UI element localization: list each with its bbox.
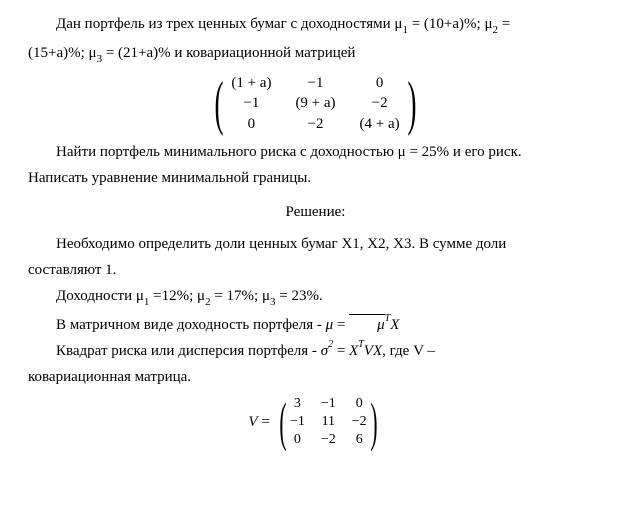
matrix-row: (1 + a) −1 0 — [219, 73, 411, 93]
portfolio-return-formula: В матричном виде доходность портфеля - μ… — [28, 313, 603, 337]
text-segment: = (10+a)%; μ — [408, 16, 493, 32]
text-segment: Решение: — [286, 204, 346, 220]
problem-statement-line2: (15+a)%; μ3 = (21+a)% и ковариационной м… — [28, 41, 603, 68]
matrix-cell: 0 — [348, 73, 412, 93]
task-description-line1: Найти портфель минимального риска с дохо… — [28, 140, 603, 164]
left-paren-icon: ( — [215, 73, 224, 134]
equals-sign: = — [333, 343, 349, 359]
matrix-body: (1 + a) −1 0 −1 (9 + a) −2 0 −2 (4 + a) — [219, 73, 411, 134]
text-segment: Найти портфель минимального риска с дохо… — [56, 144, 522, 160]
matrix-cell: (9 + a) — [283, 93, 347, 113]
covariance-matrix-symbolic: ( (1 + a) −1 0 −1 (9 + a) −2 0 −2 (4 + a… — [28, 73, 603, 134]
matrix-cell: (1 + a) — [219, 73, 283, 93]
matrix-row: 0 −2 (4 + a) — [219, 114, 411, 134]
matrix-container: ( 3 −1 0 −1 11 −2 0 −2 — [274, 395, 383, 450]
subscript: 3 — [270, 296, 276, 308]
matrix-cell: −2 — [313, 431, 344, 449]
v-equals-matrix: V = ( 3 −1 0 −1 11 −2 0 — [248, 395, 382, 450]
matrix-cell: −2 — [283, 114, 347, 134]
v-symbol: V — [248, 410, 257, 434]
text-segment: Написать уравнение минимальной границы. — [28, 170, 311, 186]
matrix-table: 3 −1 0 −1 11 −2 0 −2 6 — [282, 395, 375, 450]
variance-formula-line1: Квадрат риска или дисперсия портфеля - σ… — [28, 339, 603, 363]
text-segment: = 17%; μ — [211, 288, 270, 304]
mu-symbol: μ — [326, 317, 334, 333]
matrix-row: 0 −2 6 — [282, 431, 375, 449]
matrix-table: (1 + a) −1 0 −1 (9 + a) −2 0 −2 (4 + a) — [219, 73, 411, 134]
covariance-matrix-numeric: V = ( 3 −1 0 −1 11 −2 0 — [28, 395, 603, 450]
matrix-row: −1 (9 + a) −2 — [219, 93, 411, 113]
x-symbol: X — [373, 343, 382, 359]
left-paren-icon: ( — [279, 395, 286, 450]
matrix-cell: 11 — [313, 413, 344, 431]
matrix-row: 3 −1 0 — [282, 395, 375, 413]
text-segment: , где V – — [382, 343, 435, 359]
subscript: 3 — [97, 53, 103, 65]
matrix-cell: 0 — [219, 114, 283, 134]
transpose-superscript: T — [358, 339, 364, 350]
subscript: 2 — [205, 296, 211, 308]
text-segment: (15+a)%; μ — [28, 45, 97, 61]
variance-formula-line2: ковариационная матрица. — [28, 365, 603, 389]
subscript: 1 — [144, 296, 150, 308]
mu-bar-symbol: μ — [349, 313, 385, 337]
matrix-container: ( (1 + a) −1 0 −1 (9 + a) −2 0 −2 (4 + a… — [209, 73, 421, 134]
text-segment: = — [498, 16, 510, 32]
transpose-superscript: T — [385, 313, 391, 324]
problem-statement-line1: Дан портфель из трех ценных бумаг с дохо… — [28, 12, 603, 39]
subscript: 1 — [402, 24, 408, 36]
matrix-cell: −1 — [219, 93, 283, 113]
text-segment: = 23%. — [276, 288, 323, 304]
matrix-cell: −2 — [348, 93, 412, 113]
text-segment: Необходимо определить доли ценных бумаг … — [56, 236, 506, 252]
x-symbol: X — [349, 343, 358, 359]
equals-sign: = — [262, 410, 270, 434]
text-segment: В матричном виде доходность портфеля - — [56, 317, 326, 333]
square-superscript: 2 — [328, 339, 333, 350]
matrix-cell: −1 — [313, 395, 344, 413]
right-paren-icon: ) — [407, 73, 416, 134]
solution-header: Решение: — [28, 200, 603, 224]
matrix-cell: −1 — [283, 73, 347, 93]
yields-values: Доходности μ1 =12%; μ2 = 17%; μ3 = 23%. — [28, 284, 603, 311]
task-description-line2: Написать уравнение минимальной границы. — [28, 166, 603, 190]
right-paren-icon: ) — [370, 395, 377, 450]
text-segment: Дан портфель из трех ценных бумаг с дохо… — [56, 16, 402, 32]
x-symbol: X — [390, 317, 399, 333]
equals-sign: = — [333, 317, 349, 333]
matrix-cell: (4 + a) — [348, 114, 412, 134]
matrix-body: 3 −1 0 −1 11 −2 0 −2 6 — [282, 395, 375, 450]
solution-p1-line1: Необходимо определить доли ценных бумаг … — [28, 232, 603, 256]
text-segment: =12%; μ — [149, 288, 205, 304]
text-segment: ковариационная матрица. — [28, 369, 191, 385]
sigma-symbol: σ — [321, 343, 328, 359]
text-segment: Доходности μ — [56, 288, 144, 304]
v-symbol: V — [364, 343, 373, 359]
matrix-row: −1 11 −2 — [282, 413, 375, 431]
text-segment: составляют 1. — [28, 262, 116, 278]
text-segment: = (21+a)% и ковариационной матрицей — [102, 45, 355, 61]
text-segment: Квадрат риска или дисперсия портфеля - — [56, 343, 321, 359]
solution-p1-line2: составляют 1. — [28, 258, 603, 282]
subscript: 2 — [493, 24, 499, 36]
